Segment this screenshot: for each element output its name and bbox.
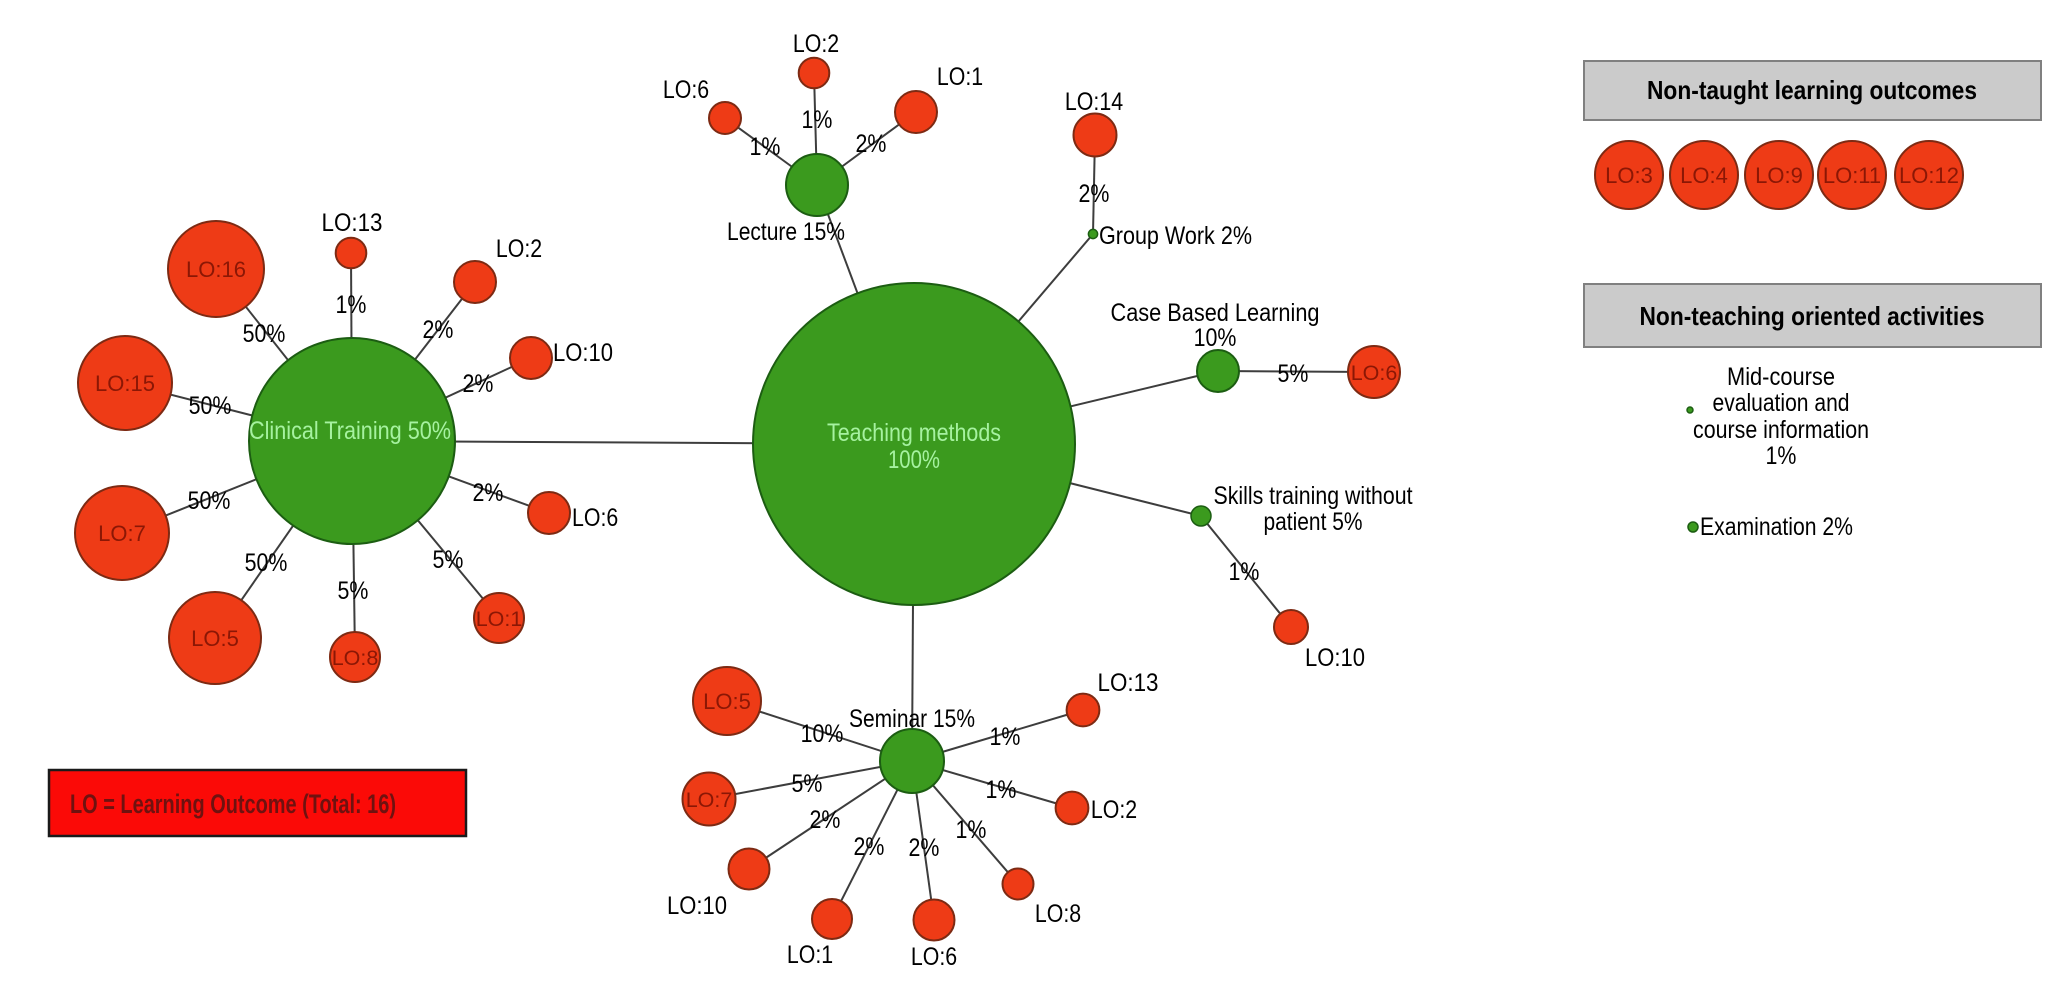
svg-text:1%: 1%: [1229, 558, 1260, 586]
svg-text:1%: 1%: [802, 106, 833, 134]
svg-text:LO:11: LO:11: [1823, 163, 1881, 188]
svg-text:LO:2: LO:2: [793, 30, 839, 58]
svg-text:LO:4: LO:4: [1680, 163, 1728, 188]
svg-text:LO = Learning Outcome (Total:: LO = Learning Outcome (Total: 16): [70, 789, 396, 819]
svg-text:Skills training without: Skills training without: [1214, 482, 1413, 510]
svg-text:2%: 2%: [473, 479, 504, 507]
svg-text:Lecture 15%: Lecture 15%: [727, 218, 845, 246]
svg-text:Examination 2%: Examination 2%: [1700, 513, 1853, 541]
svg-text:2%: 2%: [423, 316, 454, 344]
svg-text:2%: 2%: [909, 834, 940, 862]
svg-text:1%: 1%: [750, 133, 781, 161]
svg-text:LO:9: LO:9: [1755, 163, 1803, 188]
svg-text:50%: 50%: [188, 487, 231, 515]
svg-text:patient 5%: patient 5%: [1264, 508, 1363, 536]
svg-text:Teaching methods: Teaching methods: [827, 419, 1001, 447]
svg-text:evaluation and: evaluation and: [1713, 389, 1850, 417]
svg-text:100%: 100%: [888, 446, 940, 474]
svg-text:1%: 1%: [990, 723, 1021, 751]
svg-text:2%: 2%: [854, 833, 885, 861]
svg-text:10%: 10%: [801, 720, 844, 748]
svg-text:LO:10: LO:10: [1305, 644, 1365, 672]
svg-text:LO:1: LO:1: [476, 607, 523, 631]
svg-text:LO:16: LO:16: [186, 257, 246, 282]
svg-text:LO:6: LO:6: [663, 76, 709, 104]
svg-text:1%: 1%: [336, 291, 367, 319]
svg-text:LO:7: LO:7: [98, 521, 146, 546]
svg-text:Non-taught learning outcomes: Non-taught learning outcomes: [1647, 75, 1977, 105]
svg-text:1%: 1%: [986, 776, 1017, 804]
svg-text:LO:12: LO:12: [1899, 163, 1959, 188]
svg-text:LO:5: LO:5: [703, 689, 751, 714]
svg-text:LO:2: LO:2: [1091, 796, 1137, 824]
svg-text:course information: course information: [1693, 416, 1869, 444]
svg-text:LO:13: LO:13: [322, 209, 383, 237]
svg-text:LO:14: LO:14: [1065, 88, 1123, 116]
svg-text:Seminar 15%: Seminar 15%: [849, 705, 975, 733]
svg-text:2%: 2%: [856, 130, 887, 158]
svg-text:LO:6: LO:6: [1351, 361, 1398, 385]
svg-text:Case Based Learning: Case Based Learning: [1111, 299, 1320, 327]
svg-text:LO:10: LO:10: [553, 339, 613, 367]
svg-text:2%: 2%: [463, 370, 494, 398]
svg-text:LO:3: LO:3: [1605, 163, 1653, 188]
svg-text:LO:2: LO:2: [496, 235, 542, 263]
svg-text:Non-teaching oriented activiti: Non-teaching oriented activities: [1640, 301, 1985, 331]
svg-text:LO:1: LO:1: [787, 941, 833, 969]
svg-text:1%: 1%: [1766, 442, 1797, 470]
svg-text:LO:5: LO:5: [191, 626, 239, 651]
svg-text:LO:15: LO:15: [95, 371, 155, 396]
svg-text:2%: 2%: [810, 806, 841, 834]
svg-text:LO:10: LO:10: [667, 892, 727, 920]
svg-text:5%: 5%: [433, 546, 464, 574]
svg-text:Clinical Training 50%: Clinical Training 50%: [249, 417, 451, 445]
svg-text:Mid-course: Mid-course: [1727, 363, 1835, 391]
svg-text:LO:13: LO:13: [1098, 669, 1159, 697]
svg-text:1%: 1%: [956, 816, 987, 844]
svg-text:LO:8: LO:8: [332, 646, 379, 670]
svg-text:5%: 5%: [1278, 360, 1309, 388]
svg-text:50%: 50%: [243, 320, 286, 348]
svg-text:LO:1: LO:1: [937, 63, 983, 91]
svg-text:5%: 5%: [338, 577, 369, 605]
svg-text:LO:6: LO:6: [911, 943, 957, 971]
svg-text:5%: 5%: [792, 770, 823, 798]
svg-text:Group Work 2%: Group Work 2%: [1099, 222, 1252, 250]
svg-text:LO:7: LO:7: [686, 788, 733, 812]
svg-text:LO:8: LO:8: [1035, 900, 1081, 928]
svg-text:2%: 2%: [1079, 180, 1110, 208]
svg-text:LO:6: LO:6: [572, 504, 618, 532]
svg-text:50%: 50%: [245, 549, 288, 577]
svg-text:50%: 50%: [189, 392, 232, 420]
svg-text:10%: 10%: [1194, 324, 1237, 352]
